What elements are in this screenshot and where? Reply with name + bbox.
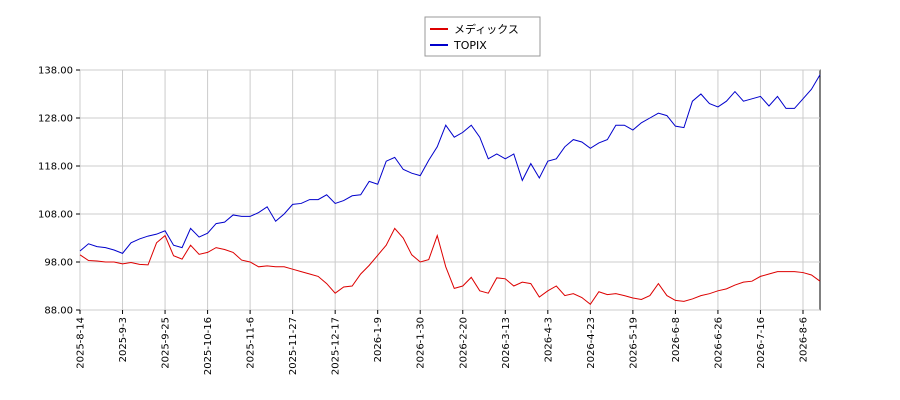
x-tick-label: 2025-8-14 — [76, 317, 87, 369]
legend-box — [424, 16, 541, 57]
series-line — [79, 227, 821, 305]
y-tick-label: 88.00 — [44, 306, 73, 317]
x-tick-label: 2026-4-23 — [586, 317, 597, 369]
legend-label: メディックス — [454, 22, 519, 36]
x-tick-label: 2025-9-25 — [161, 317, 172, 369]
x-tick-label: 2025-9-3 — [118, 317, 129, 362]
legend-label: TOPIX — [453, 39, 487, 52]
series-line — [79, 74, 821, 254]
x-tick-label: 2026-8-6 — [798, 317, 809, 362]
plot-area — [79, 69, 821, 311]
y-tick-label: 118.00 — [38, 162, 73, 173]
x-tick-label: 2025-11-27 — [288, 317, 299, 375]
x-tick-label: 2026-2-20 — [458, 317, 469, 369]
x-tick-label: 2026-7-16 — [756, 317, 767, 369]
x-tick-label: 2026-6-26 — [713, 317, 724, 369]
y-tick-label: 128.00 — [38, 114, 73, 125]
x-tick-label: 2026-3-13 — [501, 317, 512, 369]
y-tick-label: 108.00 — [38, 210, 73, 221]
x-tick-label: 2026-4-3 — [543, 317, 554, 362]
x-tick-label: 2025-11-6 — [246, 317, 257, 369]
x-tick-label: 2026-1-30 — [416, 317, 427, 369]
x-tick-label: 2025-12-17 — [331, 317, 342, 375]
y-tick-label: 138.00 — [38, 66, 73, 77]
x-tick-label: 2026-5-19 — [628, 317, 639, 369]
x-tick-label: 2025-10-16 — [203, 317, 214, 375]
y-tick-label: 98.00 — [44, 258, 73, 269]
x-tick-label: 2026-6-8 — [671, 317, 682, 362]
grid — [79, 69, 820, 311]
x-tick-label: 2026-1-9 — [373, 317, 384, 362]
lines — [79, 74, 821, 305]
